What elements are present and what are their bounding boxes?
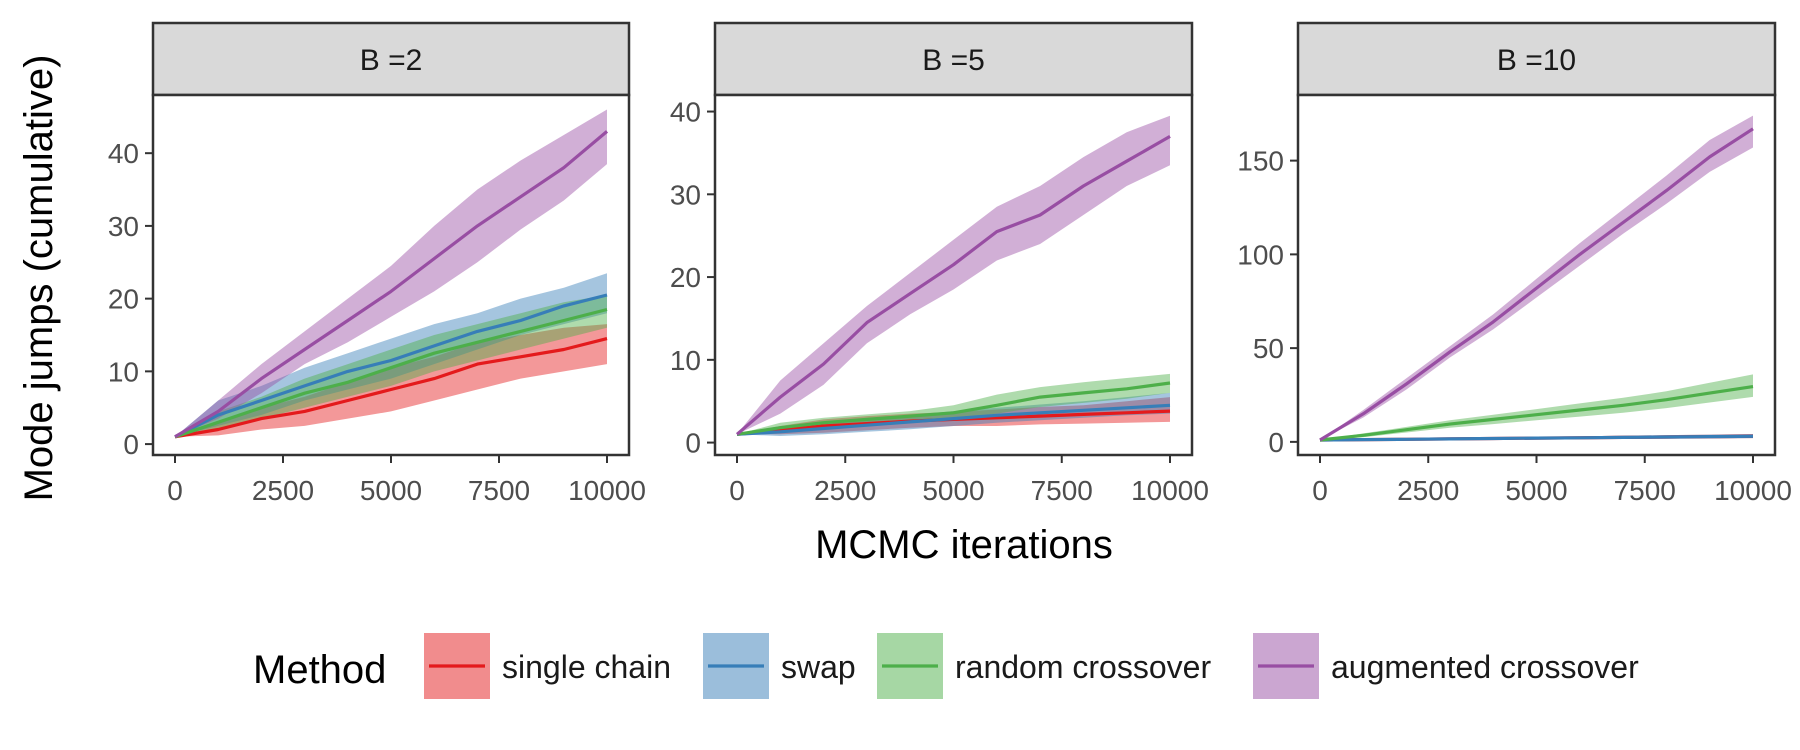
facet-strip <box>151 21 631 97</box>
y-tick-label: 30 <box>670 179 701 210</box>
x-tick-label: 2500 <box>252 475 314 506</box>
plot-background <box>153 95 629 455</box>
facet-strip-label: B =2 <box>360 44 423 77</box>
x-tick-label: 7500 <box>1614 475 1676 506</box>
legend-item: augmented crossover <box>1253 633 1639 699</box>
confidence-ribbon <box>737 373 1170 435</box>
series-line <box>1319 127 1754 442</box>
confidence-ribbon <box>1320 115 1753 440</box>
facet-strip-label: B =10 <box>1497 44 1576 77</box>
x-tick-label: 10000 <box>1131 475 1209 506</box>
series-line <box>174 293 608 439</box>
confidence-ribbon <box>737 115 1170 435</box>
series-line <box>174 130 609 439</box>
legend-label: single chain <box>502 649 671 685</box>
series-line <box>736 403 1171 436</box>
x-tick-label: 0 <box>729 475 745 506</box>
confidence-ribbon <box>1320 374 1753 440</box>
legend-label: swap <box>781 649 856 685</box>
x-tick-label: 5000 <box>922 475 984 506</box>
plot-background <box>715 95 1192 455</box>
y-tick-label: 40 <box>670 97 701 128</box>
confidence-ribbon <box>175 324 607 437</box>
x-tick-label: 10000 <box>1714 475 1792 506</box>
series-line <box>1319 434 1754 442</box>
y-tick-label: 0 <box>685 428 701 459</box>
legend-label: augmented crossover <box>1331 649 1639 685</box>
x-tick-label: 5000 <box>360 475 422 506</box>
x-tick-label: 7500 <box>1031 475 1093 506</box>
y-axis-title: Mode jumps (cumulative) <box>17 55 61 502</box>
series-line <box>174 337 608 439</box>
y-tick-label: 10 <box>108 356 139 387</box>
x-tick-label: 2500 <box>1397 475 1459 506</box>
y-tick-label: 0 <box>123 429 139 460</box>
y-tick-label: 0 <box>1268 427 1284 458</box>
y-tick-label: 150 <box>1237 146 1284 177</box>
facet-strip <box>1296 21 1777 97</box>
facet-strip-label: B =5 <box>922 44 985 77</box>
confidence-ribbon <box>175 109 607 437</box>
y-tick-label: 20 <box>670 262 701 293</box>
legend-item: random crossover <box>877 633 1211 699</box>
legend: Method single chain swap random crossover a… <box>253 633 1639 699</box>
y-tick-label: 100 <box>1237 239 1284 270</box>
x-tick-label: 2500 <box>814 475 876 506</box>
legend-label: random crossover <box>955 649 1211 685</box>
x-tick-label: 0 <box>167 475 183 506</box>
x-axis-title: MCMC iterations <box>815 523 1113 567</box>
x-tick-label: 5000 <box>1505 475 1567 506</box>
facet-panel: B =10 0 50 100 150 0 2500 5000 7500 10000 <box>1237 21 1792 506</box>
series-line <box>174 307 608 439</box>
y-tick-label: 50 <box>1253 333 1284 364</box>
y-tick-label: 30 <box>108 211 139 242</box>
legend-item: single chain <box>424 633 671 699</box>
facet-strip <box>713 21 1194 97</box>
y-tick-label: 40 <box>108 138 139 169</box>
y-tick-label: 10 <box>670 345 701 376</box>
x-tick-label: 0 <box>1312 475 1328 506</box>
x-tick-label: 10000 <box>568 475 646 506</box>
legend-title: Method <box>253 648 386 692</box>
confidence-ribbon <box>175 273 607 437</box>
y-tick-label: 20 <box>108 284 139 315</box>
series-line <box>1319 385 1754 442</box>
series-line <box>735 135 1171 436</box>
facet-panel: B =5 0 10 20 30 40 0 2500 5000 7500 10000 <box>670 21 1209 506</box>
series-line <box>736 381 1171 436</box>
legend-item: swap <box>703 633 856 699</box>
x-tick-label: 7500 <box>468 475 530 506</box>
facet-panel: B =2 0 10 20 30 40 0 2500 5000 7500 10000 <box>108 21 646 506</box>
